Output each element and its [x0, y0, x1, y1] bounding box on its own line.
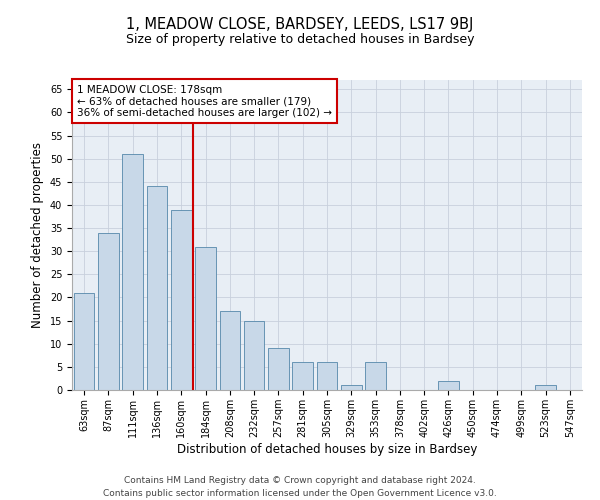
Bar: [268, 348, 289, 390]
Bar: [438, 380, 459, 390]
Bar: [98, 232, 119, 390]
Text: 1, MEADOW CLOSE, BARDSEY, LEEDS, LS17 9BJ: 1, MEADOW CLOSE, BARDSEY, LEEDS, LS17 9B…: [127, 18, 473, 32]
Bar: [244, 320, 265, 390]
Text: 1 MEADOW CLOSE: 178sqm
← 63% of detached houses are smaller (179)
36% of semi-de: 1 MEADOW CLOSE: 178sqm ← 63% of detached…: [77, 84, 332, 118]
Bar: [220, 312, 240, 390]
Bar: [341, 386, 362, 390]
Bar: [365, 362, 386, 390]
Bar: [171, 210, 191, 390]
Y-axis label: Number of detached properties: Number of detached properties: [31, 142, 44, 328]
Bar: [535, 386, 556, 390]
Bar: [146, 186, 167, 390]
Bar: [292, 362, 313, 390]
Text: Contains HM Land Registry data © Crown copyright and database right 2024.
Contai: Contains HM Land Registry data © Crown c…: [103, 476, 497, 498]
Bar: [74, 293, 94, 390]
Text: Size of property relative to detached houses in Bardsey: Size of property relative to detached ho…: [126, 32, 474, 46]
Bar: [122, 154, 143, 390]
Bar: [195, 246, 216, 390]
Bar: [317, 362, 337, 390]
X-axis label: Distribution of detached houses by size in Bardsey: Distribution of detached houses by size …: [177, 442, 477, 456]
